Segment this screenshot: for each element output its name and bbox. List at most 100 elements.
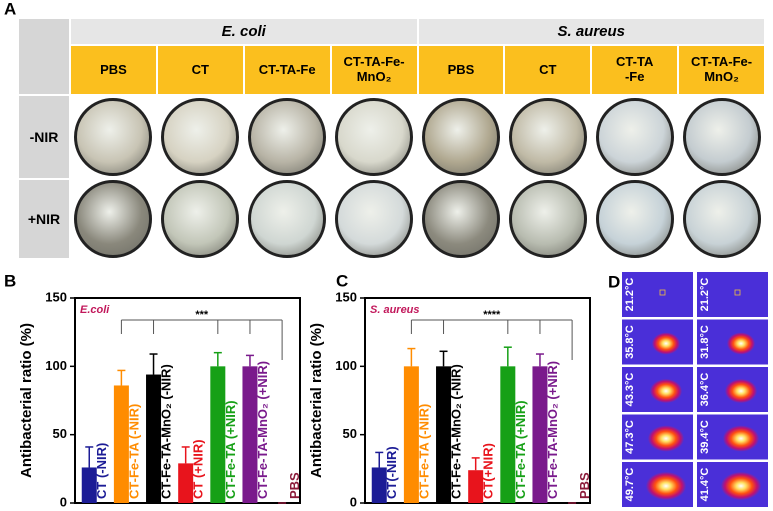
category-label: CT-Fe-TA (+NIR) (223, 400, 238, 499)
column-header: CT-TA-Fe- MnO₂ (330, 45, 418, 95)
column-header: CT-TA -Fe (591, 45, 679, 95)
row-header: -NIR (18, 95, 70, 179)
heat-spot (727, 332, 755, 355)
y-tick-label: 0 (60, 494, 67, 509)
category-label: PBS (577, 472, 592, 499)
heat-spot (646, 472, 686, 500)
group-header: S. aureus (417, 18, 765, 45)
plate-cell (244, 179, 331, 259)
agar-plate (248, 180, 327, 258)
plate-cell (678, 179, 765, 259)
temperature-label: 39.4°C (699, 420, 711, 454)
temperature-label: 47.3°C (624, 420, 636, 454)
y-tick-label: 0 (350, 494, 357, 509)
plate-cell (418, 179, 505, 259)
category-label: CT(+NIR) (481, 443, 496, 499)
category-label: CT (-NIR) (94, 443, 109, 499)
plate-cell (678, 95, 765, 179)
y-tick-label: 100 (45, 358, 67, 373)
temperature-label: 21.2°C (624, 278, 636, 312)
bar (178, 463, 194, 503)
y-tick-label: 150 (335, 289, 357, 304)
agar-plate (595, 98, 674, 176)
category-label: CT-Fe-TA-MnO₂ (+NIR) (255, 361, 270, 499)
plate-cell (504, 95, 591, 179)
panel-label: B (4, 271, 16, 290)
temperature-label: 35.8°C (624, 325, 636, 359)
category-label: CT (+NIR) (191, 439, 206, 499)
bar (371, 467, 387, 503)
agar-plate (335, 180, 414, 258)
agar-plate (421, 98, 500, 176)
heat-spot (721, 472, 761, 500)
plate-cell (504, 179, 591, 259)
bar (403, 366, 419, 503)
agar-plate (508, 98, 587, 176)
heat-spot (648, 425, 684, 452)
plate-table: E. coli S. aureus PBS CT CT-TA-Fe CT-TA-Fe- M… (18, 18, 765, 259)
plate-cell (591, 179, 678, 259)
bar (81, 467, 97, 503)
column-header: CT-TA-Fe (243, 45, 331, 95)
temperature-label: 49.7°C (624, 468, 636, 502)
plate-cell (418, 95, 505, 179)
y-axis-label: Antibacterial ratio (%) (18, 323, 35, 478)
thermal-image (697, 272, 768, 317)
category-label: CT-Fe-TA (-NIR) (126, 404, 141, 499)
category-label: CT-Fe-TA (-NIR) (416, 404, 431, 499)
significance: *** (195, 309, 209, 321)
category-label: CT-Fe-TA-MnO₂ (-NIR) (158, 364, 173, 499)
plate-cell (157, 179, 244, 259)
category-label: CT-Fe-TA-MnO₂ (-NIR) (448, 364, 463, 499)
group-header: E. coli (70, 18, 418, 45)
agar-plate (161, 180, 240, 258)
y-tick-label: 50 (53, 426, 67, 441)
plate-cell (331, 179, 418, 259)
category-label: CT-Fe-TA (+NIR) (513, 400, 528, 499)
agar-plate (508, 180, 587, 258)
agar-plate (682, 98, 761, 176)
agar-plate (74, 98, 153, 176)
bar (146, 374, 162, 503)
row-header: +NIR (18, 179, 70, 259)
agar-plate (161, 98, 240, 176)
column-header: CT (156, 45, 244, 95)
agar-plate (74, 180, 153, 258)
bar (113, 385, 129, 503)
plate-cell (331, 95, 418, 179)
column-header: PBS (417, 45, 505, 95)
agar-plate (421, 180, 500, 258)
bar (468, 470, 484, 503)
plate-cell (591, 95, 678, 179)
table-corner (18, 18, 70, 95)
category-label: CT-Fe-TA-MnO₂ (+NIR) (545, 361, 560, 499)
temperature-label: 43.3°C (624, 373, 636, 407)
category-label: CT(-NIR) (384, 446, 399, 499)
heat-spot (723, 425, 759, 452)
bar (436, 366, 452, 503)
bar (500, 366, 516, 503)
bar (242, 366, 258, 503)
annotation: E.coli (80, 304, 110, 316)
agar-plate (595, 180, 674, 258)
panel-label: D (608, 272, 620, 291)
temperature-label: 21.2°C (699, 278, 711, 312)
y-tick-label: 150 (45, 289, 67, 304)
agar-plate (682, 180, 761, 258)
bar (532, 366, 548, 503)
category-label: PBS (287, 472, 302, 499)
y-tick-label: 100 (335, 358, 357, 373)
marker (734, 289, 741, 296)
plate-cell (244, 95, 331, 179)
column-header: PBS (70, 45, 157, 95)
agar-plate (335, 98, 414, 176)
plate-cell (157, 95, 244, 179)
heat-spot (725, 379, 757, 403)
temperature-label: 31.8°C (699, 325, 711, 359)
column-header: CT (504, 45, 592, 95)
temperature-label: 41.4°C (699, 468, 711, 502)
panel-label: C (336, 271, 348, 290)
plate-cell (70, 179, 157, 259)
